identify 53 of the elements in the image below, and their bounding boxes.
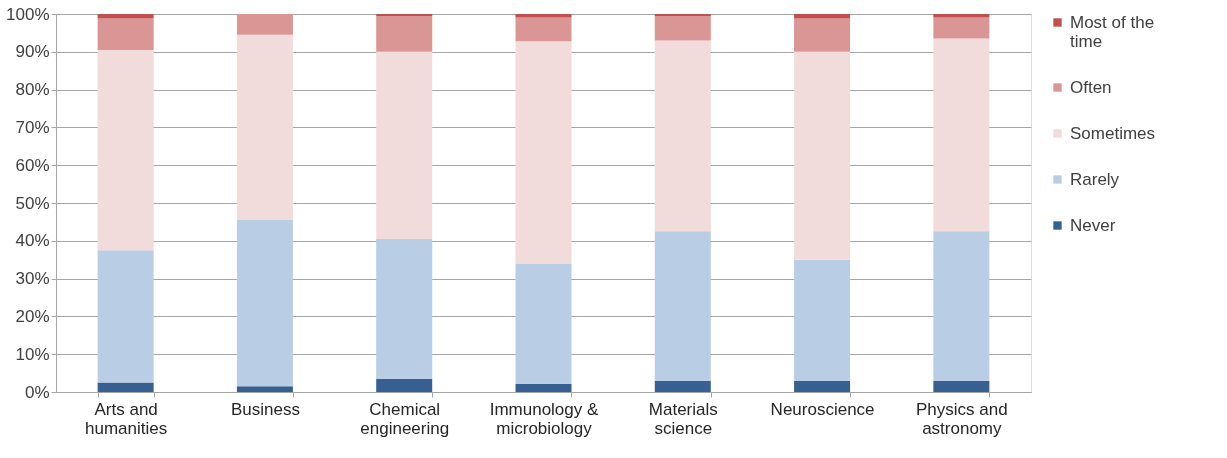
- legend-label: Sometimes: [1070, 123, 1156, 143]
- bar: [654, 231, 711, 381]
- y-tick-label: 70%: [15, 117, 50, 137]
- y-tick-label: 10%: [15, 344, 50, 364]
- y-tick-label: 50%: [15, 193, 50, 213]
- bar: [794, 259, 851, 381]
- x-tick-label: Chemical engineering: [360, 399, 450, 438]
- y-tick-label: 30%: [15, 269, 50, 289]
- x-tick-label: Business: [230, 399, 300, 419]
- bar: [515, 17, 572, 42]
- bar: [794, 380, 851, 392]
- bar: [376, 238, 433, 379]
- y-tick-label: 90%: [15, 42, 50, 62]
- bar: [515, 263, 572, 384]
- bar: [236, 14, 293, 35]
- bar: [376, 51, 433, 239]
- bar: [97, 14, 154, 19]
- legend-label: Never: [1070, 215, 1116, 235]
- y-tick-label: 60%: [15, 155, 50, 175]
- x-tick-label: Neuroscience: [770, 399, 875, 419]
- y-tick-label: 80%: [15, 80, 50, 100]
- bar: [794, 14, 851, 19]
- bar: [794, 51, 851, 260]
- bar: [654, 40, 711, 232]
- y-tick-label: 100%: [6, 4, 50, 24]
- bar: [236, 220, 293, 387]
- x-tick-label: Immunology & microbiology: [489, 399, 599, 438]
- x-tick-label: Materials science: [648, 399, 718, 438]
- bar: [794, 18, 851, 52]
- bar: [97, 382, 154, 392]
- bar: [933, 380, 990, 392]
- legend-label: Rarely: [1070, 169, 1120, 189]
- legend-label: Most of the time: [1070, 12, 1155, 51]
- x-tick-label: Arts and humanities: [85, 399, 168, 438]
- y-tick-label: 20%: [15, 306, 50, 326]
- bar: [376, 378, 433, 392]
- bar: [97, 18, 154, 50]
- y-tick-label: 0%: [24, 382, 50, 402]
- bar: [654, 15, 711, 41]
- legend-label: Often: [1070, 77, 1112, 97]
- x-tick-label: Physics and astronomy: [916, 399, 1008, 438]
- bar: [236, 34, 293, 221]
- bar: [97, 49, 154, 251]
- bar: [933, 17, 990, 39]
- bar: [933, 231, 990, 381]
- y-tick-label: 40%: [15, 231, 50, 251]
- bar: [376, 15, 433, 52]
- bar: [933, 38, 990, 232]
- bar: [654, 380, 711, 392]
- bar: [515, 383, 572, 392]
- bar: [515, 41, 572, 264]
- bar: [236, 386, 293, 392]
- bar: [97, 250, 154, 383]
